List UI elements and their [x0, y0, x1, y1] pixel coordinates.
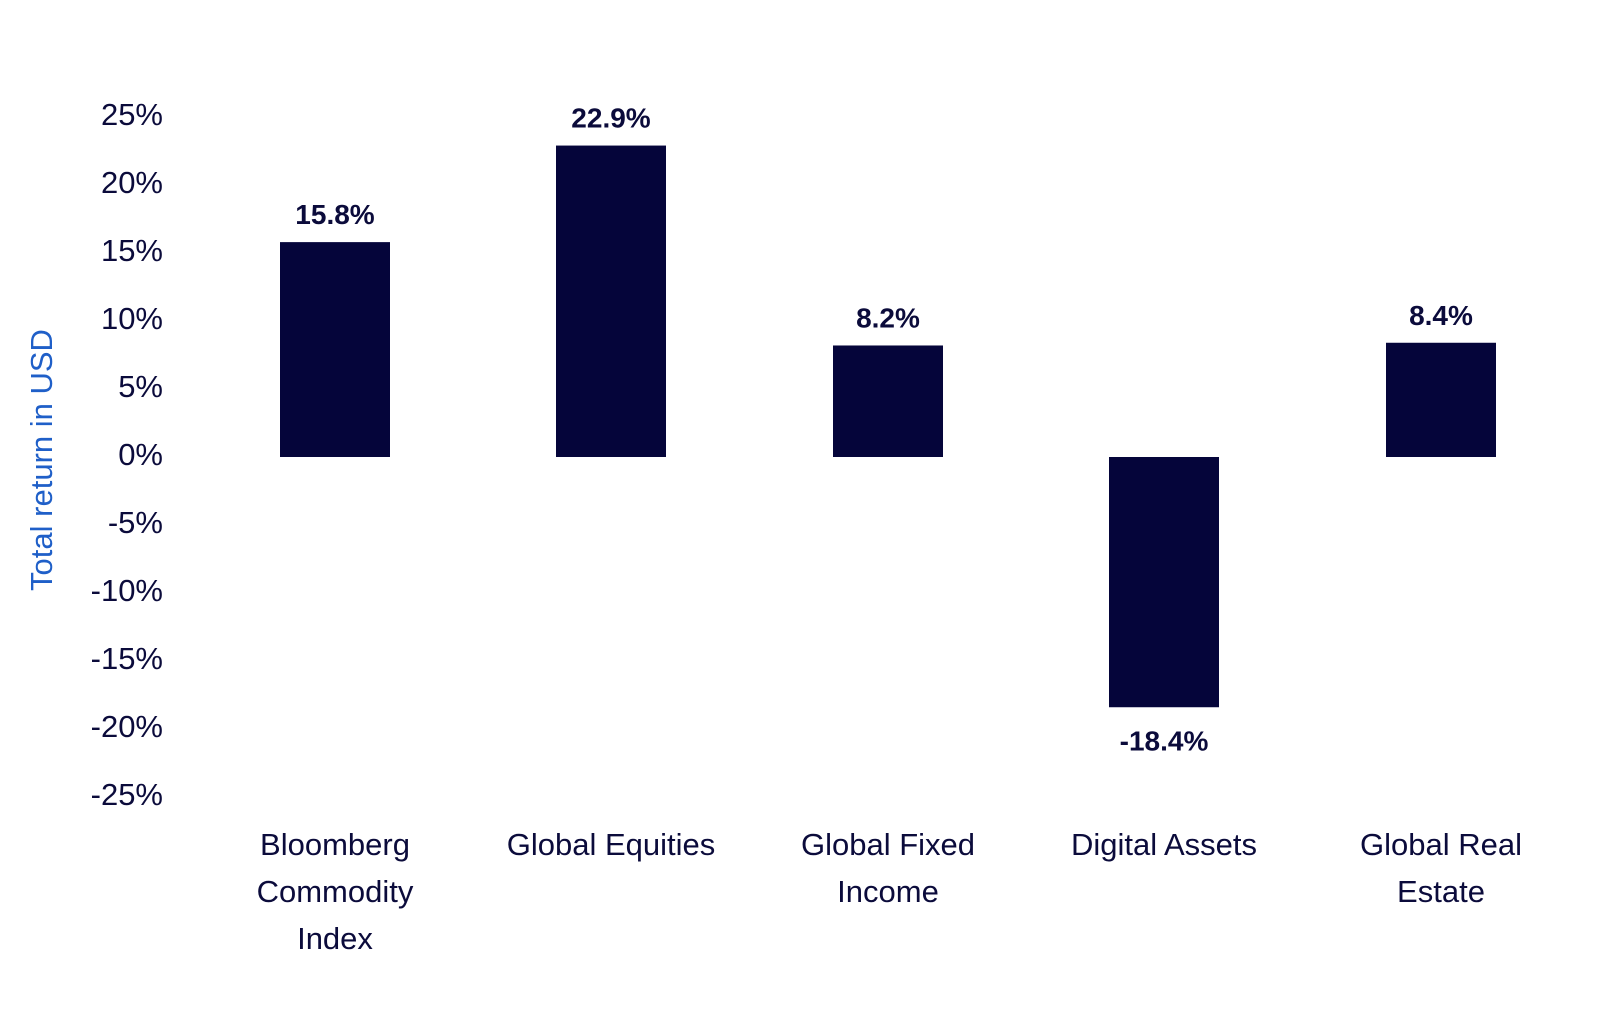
category-label: Global Equities — [507, 827, 716, 862]
data-label: 15.8% — [295, 199, 374, 230]
category-label-line: Income — [837, 874, 939, 909]
y-axis-title: Total return in USD — [24, 329, 59, 591]
y-tick-label: -10% — [91, 573, 163, 608]
bar — [1386, 342, 1496, 457]
category-label-line: Global Equities — [507, 827, 716, 862]
category-label-line: Estate — [1397, 874, 1485, 909]
y-tick-label: 5% — [118, 369, 163, 404]
data-label: -18.4% — [1120, 726, 1209, 757]
y-tick-label: 25% — [101, 97, 163, 132]
category-labels: Bloomberg Commodity Index Global Equities Gl… — [257, 827, 1522, 956]
bar — [556, 145, 666, 457]
category-label-line: Bloomberg — [260, 827, 410, 862]
bar — [833, 345, 943, 457]
y-tick-label: 15% — [101, 233, 163, 268]
bar — [1109, 457, 1219, 708]
data-label: 8.4% — [1409, 300, 1473, 331]
category-label: Global Real Estate — [1360, 827, 1522, 909]
y-axis-ticks: 25% 20% 15% 10% 5% 0% -5% -10% -15% -20% -25% — [91, 97, 163, 812]
category-label: Global Fixed Income — [801, 827, 975, 909]
category-label: Bloomberg Commodity Index — [257, 827, 414, 956]
y-tick-label: 0% — [118, 437, 163, 472]
y-tick-label: 20% — [101, 165, 163, 200]
y-tick-label: -5% — [108, 505, 163, 540]
y-tick-label: -25% — [91, 777, 163, 812]
category-label-line: Digital Assets — [1071, 827, 1257, 862]
data-label: 22.9% — [571, 103, 650, 134]
data-labels: 15.8% 22.9% 8.2% -18.4% 8.4% — [295, 103, 1473, 757]
category-label-line: Index — [297, 921, 373, 956]
category-label-line: Commodity — [257, 874, 414, 909]
bar — [280, 242, 390, 457]
category-label: Digital Assets — [1071, 827, 1257, 862]
category-label-line: Global Real — [1360, 827, 1522, 862]
category-label-line: Global Fixed — [801, 827, 975, 862]
data-label: 8.2% — [856, 302, 920, 333]
bars — [280, 145, 1496, 708]
y-tick-label: -15% — [91, 641, 163, 676]
y-tick-label: -20% — [91, 709, 163, 744]
y-tick-label: 10% — [101, 301, 163, 336]
